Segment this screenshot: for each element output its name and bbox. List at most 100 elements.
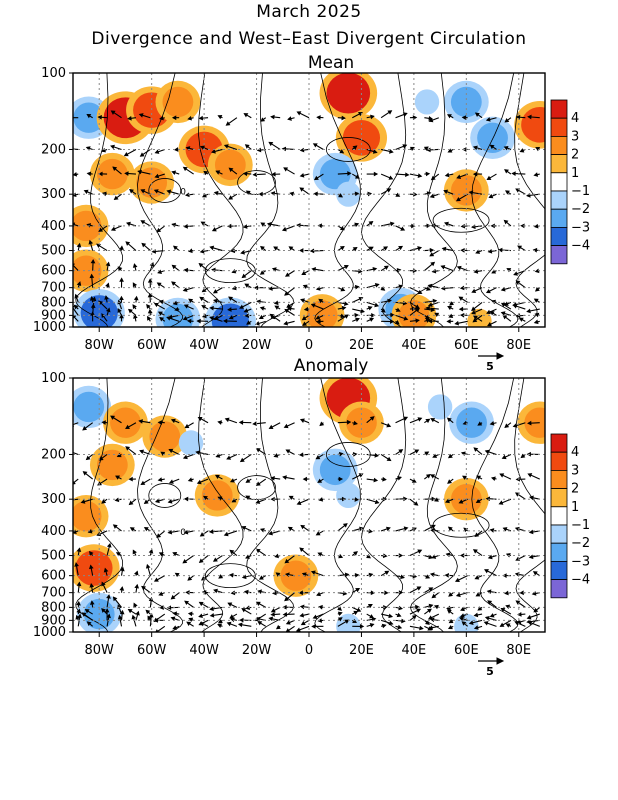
wind-vector-head — [458, 499, 464, 504]
wind-vector-head — [425, 418, 431, 424]
wind-vector-head — [187, 576, 193, 581]
wind-vector-head — [302, 476, 307, 482]
wind-vector-head — [209, 245, 215, 251]
wind-vector-head — [213, 298, 218, 304]
wind-vector-head — [519, 148, 525, 153]
wind-vector-head — [218, 574, 224, 579]
wind-vector-head — [89, 600, 95, 605]
wind-vector-head — [387, 110, 393, 115]
wind-vector-head — [270, 475, 275, 481]
wind-vector-head — [374, 282, 380, 288]
wind-vector-head — [533, 607, 539, 613]
wind-vector-head — [187, 477, 193, 482]
wind-vector-head — [405, 172, 410, 178]
wind-vector-head — [468, 620, 474, 625]
wind-vector-head — [456, 174, 462, 179]
wind-vector-head — [514, 620, 520, 626]
wind-vector-head — [125, 446, 131, 451]
wind-vector-head — [84, 609, 90, 614]
shade-cell — [96, 158, 128, 190]
wind-vector-head — [527, 473, 533, 478]
wind-vector-head — [119, 586, 125, 591]
wind-vector-head — [403, 316, 409, 321]
wind-vector-head — [199, 622, 205, 627]
wind-vector-head — [433, 497, 439, 502]
wind-vector-head — [369, 416, 375, 421]
wind-vector-head — [428, 625, 433, 630]
colorbar-swatch — [550, 99, 568, 119]
wind-vector-head — [338, 553, 344, 559]
wind-vector-head — [298, 452, 304, 458]
wind-vector-head — [353, 610, 359, 616]
wind-vector-head — [73, 529, 77, 534]
wind-vector-head — [101, 581, 106, 587]
wind-vector-head — [166, 316, 171, 321]
wind-vector-head — [526, 193, 531, 198]
wind-vector-head — [157, 477, 163, 482]
wind-vector-head — [346, 419, 352, 425]
wind-vector-head — [217, 115, 223, 120]
wind-vector-head — [485, 117, 491, 122]
wind-vector-head — [398, 245, 404, 251]
wind-vector-head — [156, 227, 162, 233]
wind-vector-head — [347, 171, 352, 176]
wind-vector-head — [76, 608, 81, 614]
wind-vector-head — [183, 529, 189, 535]
wind-vector-head — [140, 480, 146, 485]
wind-vector-head — [372, 266, 378, 272]
wind-vector-head — [275, 624, 281, 630]
wind-vector-head — [471, 306, 476, 312]
wind-vector-head — [518, 317, 524, 322]
wind-vector-head — [486, 175, 492, 181]
y-tick-label: 900 — [41, 308, 66, 323]
wind-vector-head — [141, 585, 146, 591]
wind-vector-head — [283, 167, 289, 172]
wind-vector-head — [284, 272, 290, 277]
wind-vector-head — [449, 301, 455, 306]
wind-vector-head — [317, 552, 323, 557]
wind-vector-head — [515, 280, 521, 285]
wind-vector-head — [282, 475, 287, 480]
wind-vector-head — [356, 607, 362, 612]
wind-vector-head — [140, 220, 146, 225]
wind-vector-head — [310, 303, 316, 308]
x-tick-label: 60W — [137, 643, 167, 658]
wind-vector-head — [238, 420, 244, 425]
wind-vector-head — [385, 526, 391, 532]
x-tick-label: 80W — [85, 643, 115, 658]
wind-vector-head — [82, 426, 88, 431]
wind-vector-head — [461, 621, 467, 626]
panel-title: Mean — [308, 53, 354, 73]
wind-vector-head — [147, 315, 152, 321]
wind-vector-head — [455, 592, 461, 598]
wind-vector-head — [430, 474, 436, 479]
wind-vector-head — [139, 152, 145, 157]
wind-vector-head — [282, 612, 288, 617]
wind-vector-head — [400, 574, 405, 580]
reference-vector: 5 — [478, 352, 505, 373]
wind-vector-head — [239, 457, 245, 463]
wind-vector-head — [430, 524, 436, 529]
wind-vector-head — [312, 614, 318, 619]
wind-vector-head — [110, 144, 115, 150]
wind-vector-head — [182, 287, 188, 292]
wind-vector-head — [283, 423, 289, 429]
wind-vector-head — [374, 499, 380, 505]
wind-vector-head — [458, 306, 464, 312]
wind-vector-head — [373, 477, 379, 483]
wind-vector-head — [423, 146, 429, 151]
wind-vector-head — [417, 289, 423, 295]
wind-vector-head — [301, 270, 307, 276]
wind-vector-head — [174, 306, 179, 312]
wind-vector-head — [429, 247, 435, 253]
wind-vector-head — [428, 554, 434, 560]
wind-vector-head — [535, 146, 541, 152]
wind-vector-head — [300, 524, 306, 530]
colorbar-swatch — [550, 245, 568, 265]
wind-vector-head — [354, 174, 360, 179]
wind-vector-head — [490, 476, 496, 482]
colorbar-swatch — [550, 469, 568, 489]
colorbar-swatch — [550, 172, 568, 192]
wind-vector-head — [460, 606, 465, 612]
wind-vector-head — [342, 523, 348, 528]
